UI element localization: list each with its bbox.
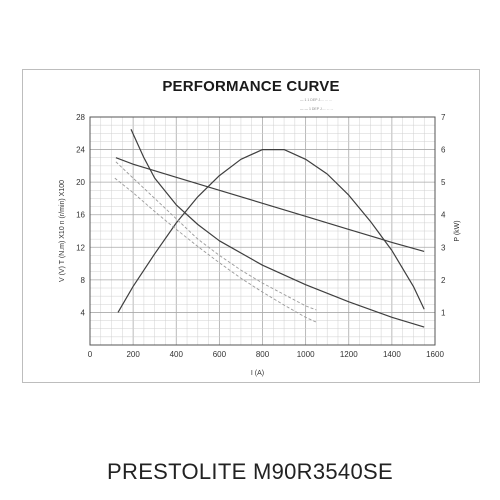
chart-frame xyxy=(22,69,480,383)
y-right-tick-label: 3 xyxy=(441,243,446,252)
y-left-tick-label: 24 xyxy=(76,146,85,155)
x-axis-label: I (A) xyxy=(251,370,264,377)
x-tick-label: 1600 xyxy=(426,350,444,359)
x-tick-label: 1000 xyxy=(297,350,315,359)
y-left-tick-label: 8 xyxy=(81,276,86,285)
series-line-3 xyxy=(117,149,425,313)
chart-title: PERFORMANCE CURVE xyxy=(162,78,340,95)
legend: — 1 1 DEP J.... ... ... — — 1 DEP J.... .… xyxy=(300,98,333,111)
legend-entry: — 1 1 DEP J.... ... ... xyxy=(300,98,332,102)
axis-layer xyxy=(89,116,436,346)
y-right-tick-label: 6 xyxy=(441,146,446,155)
y-right-tick-label: 1 xyxy=(441,308,446,317)
y-right-tick-label: 4 xyxy=(441,211,446,220)
y-axis-label-right: P (kW) xyxy=(454,220,461,241)
x-tick-label: 1400 xyxy=(383,350,401,359)
x-tick-label: 800 xyxy=(256,350,270,359)
x-tick-label: 1200 xyxy=(340,350,358,359)
x-tick-label: 0 xyxy=(88,350,93,359)
tick-labels: 0 200 400 600 800 1000 1200 1400 160048121620242… xyxy=(76,113,446,359)
y-left-tick-label: 12 xyxy=(76,243,85,252)
y-left-tick-label: 16 xyxy=(76,211,85,220)
legend-entry: — — 1 DEP J.... ... ... xyxy=(300,107,333,111)
plot-border xyxy=(89,116,436,346)
product-caption: PRESTOLITE M90R3540SE xyxy=(107,459,393,484)
y-right-tick-label: 5 xyxy=(441,178,446,187)
series-line-1 xyxy=(115,157,425,252)
series-line-2 xyxy=(130,128,425,328)
y-left-tick-label: 20 xyxy=(76,178,85,187)
x-tick-label: 600 xyxy=(213,350,227,359)
x-tick-label: 200 xyxy=(126,350,140,359)
curve-layer xyxy=(114,128,425,328)
y-right-tick-label: 2 xyxy=(441,276,446,285)
x-tick-label: 400 xyxy=(170,350,184,359)
plot-grid xyxy=(90,117,435,345)
y-left-tick-label: 4 xyxy=(81,308,86,317)
y-right-tick-label: 7 xyxy=(441,113,446,122)
y-left-tick-label: 28 xyxy=(76,113,85,122)
series-line-5 xyxy=(114,177,317,323)
y-axis-label-left: V (V) T (N.m) X10 n (r/min) X100 xyxy=(59,180,66,282)
